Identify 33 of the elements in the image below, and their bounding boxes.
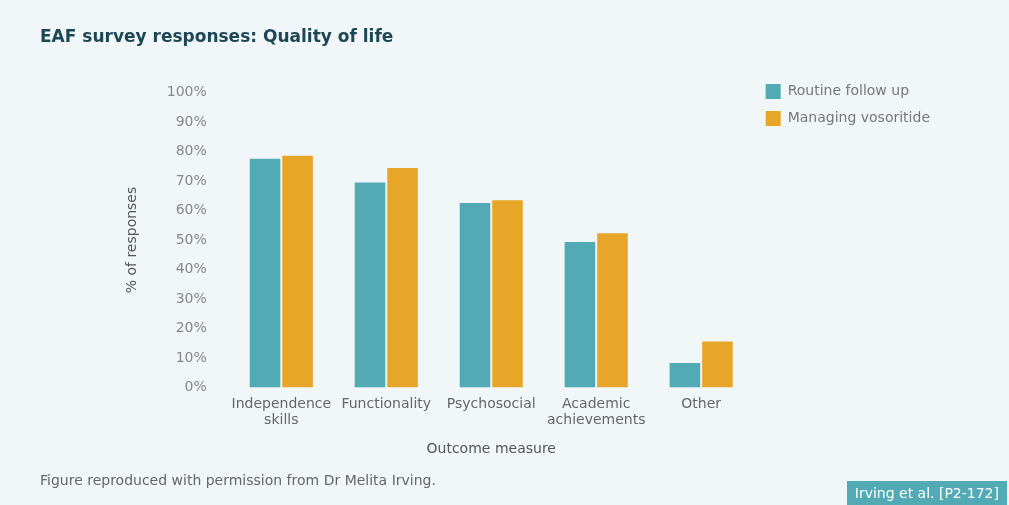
y-tick-label: 90% — [175, 112, 207, 129]
bar — [702, 341, 733, 388]
y-tick-label: 70% — [175, 171, 207, 188]
bar — [492, 200, 523, 388]
bar — [249, 158, 281, 388]
x-tick-label: Other — [681, 394, 722, 411]
bar — [459, 203, 491, 388]
bar — [669, 363, 701, 388]
chart-title: EAF survey responses: Quality of life — [40, 26, 394, 46]
x-tick-label: Independence skills — [231, 394, 332, 428]
bar — [564, 242, 596, 388]
x-axis-title: Outcome measure — [426, 440, 556, 457]
y-tick-label: 10% — [175, 348, 207, 365]
legend-label: Routine follow up — [787, 82, 910, 99]
bar — [354, 182, 386, 388]
bar — [597, 233, 628, 388]
y-tick-label: 0% — [184, 378, 207, 395]
y-tick-label: 30% — [175, 289, 207, 306]
y-tick-label: 50% — [175, 230, 207, 247]
legend-label: Managing vosoritide — [787, 109, 931, 126]
x-tick-label: Academic achievements — [546, 394, 646, 428]
y-tick-label: 40% — [175, 260, 207, 277]
text: Irving et al. [P2-172] — [846, 481, 1007, 505]
y-tick-label: 60% — [175, 201, 207, 218]
text: Figure reproduced with permission from Dr Melita Irving. — [40, 472, 436, 488]
y-tick-label: 20% — [175, 319, 207, 336]
y-tick-label: 100% — [166, 83, 207, 100]
x-tick-label: Functionality — [341, 394, 432, 411]
bar — [387, 167, 418, 388]
bar — [282, 155, 313, 388]
y-tick-label: 80% — [175, 142, 207, 159]
x-tick-label: Psychosocial — [446, 394, 536, 411]
y-axis-title: % of responses — [123, 186, 140, 294]
